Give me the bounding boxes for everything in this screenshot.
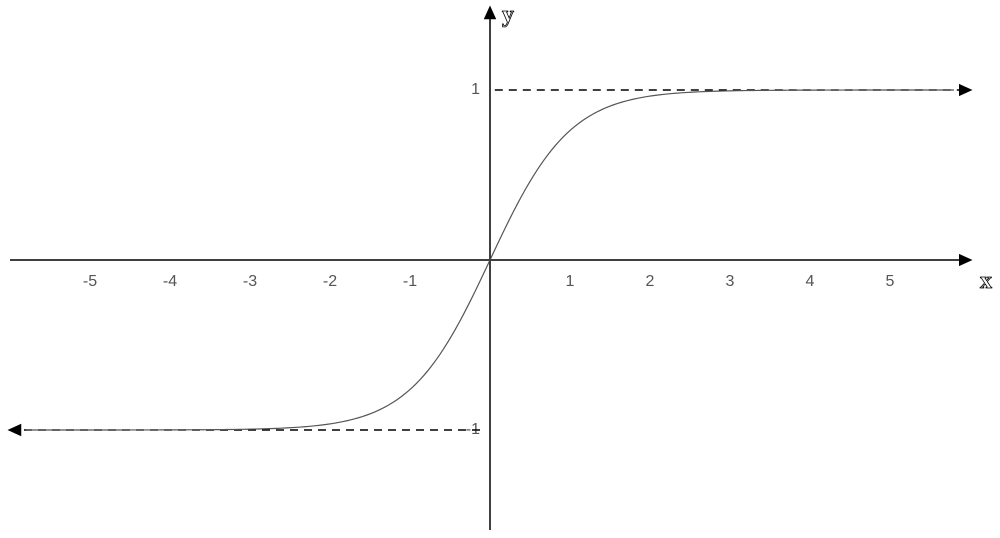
x-axis-label: x (980, 268, 992, 294)
x-tick-label: 3 (726, 273, 735, 290)
x-tick-label: 1 (566, 273, 575, 290)
y-axis-label: y (502, 2, 514, 28)
x-tick-label: -4 (163, 273, 177, 290)
x-tick-label: -5 (83, 273, 97, 290)
chart-svg: -5-4-3-2-1123451-1xy (0, 0, 1000, 538)
x-tick-label: -3 (243, 273, 257, 290)
x-tick-label: -1 (403, 273, 417, 290)
x-tick-label: 5 (886, 273, 895, 290)
x-tick-label: -2 (323, 273, 337, 290)
y-tick-label: 1 (471, 81, 480, 98)
x-tick-label: 4 (806, 273, 815, 290)
x-tick-label: 2 (646, 273, 655, 290)
chart-container: -5-4-3-2-1123451-1xy (0, 0, 1000, 538)
